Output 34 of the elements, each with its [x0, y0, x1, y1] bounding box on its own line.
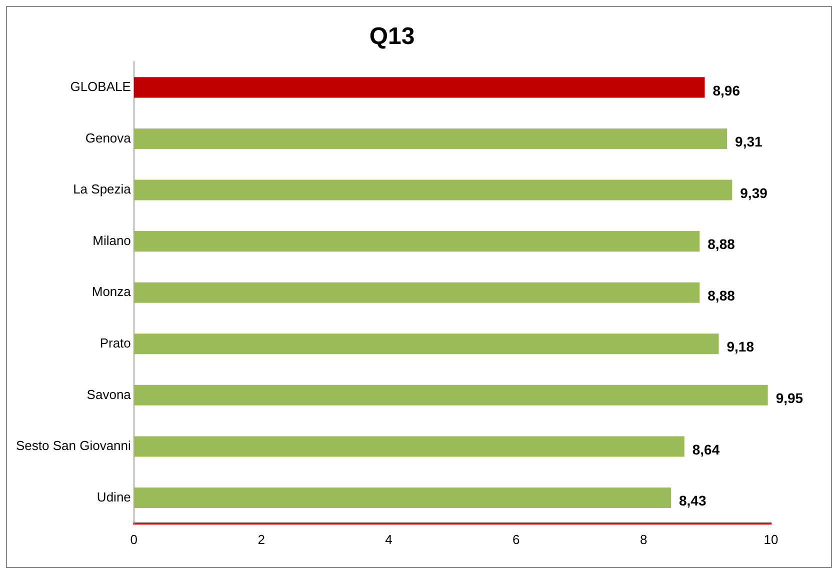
bar [134, 282, 700, 303]
bar [134, 334, 719, 354]
data-label: 8,64 [692, 441, 720, 458]
data-label: 9,31 [735, 134, 762, 150]
data-label: 8,88 [708, 236, 736, 252]
data-label: 9,95 [776, 390, 804, 406]
y-tick-label: Savona [86, 386, 132, 402]
x-tick-label: 2 [258, 532, 265, 547]
bar [134, 180, 732, 200]
x-tick-label: 8 [640, 532, 648, 547]
bar [134, 128, 728, 149]
bar [134, 436, 684, 457]
bar [134, 384, 768, 406]
chart-title: Q13 [369, 23, 415, 50]
y-tick-label: Milano [92, 232, 131, 248]
x-tick-label: 10 [764, 532, 778, 547]
x-tick-label: 4 [385, 532, 392, 547]
data-label: 9,18 [726, 338, 754, 355]
y-tick-label: GLOBALE [70, 79, 132, 94]
y-tick-label: Prato [100, 335, 131, 350]
data-label: 8,43 [678, 492, 706, 509]
y-tick-label: Sesto San Giovanni [16, 438, 132, 454]
data-label: 8,96 [712, 82, 740, 98]
data-label: 9,39 [740, 184, 768, 201]
y-tick-label: Udine [96, 489, 131, 504]
data-label: 8,88 [708, 287, 736, 304]
x-tick-label: 6 [512, 532, 520, 547]
y-tick-label: Monza [92, 284, 132, 300]
bar [134, 231, 700, 252]
y-tick-label: Genova [85, 130, 132, 146]
y-tick-label: La Spezia [73, 182, 132, 197]
bar [134, 77, 705, 98]
bar [134, 488, 671, 508]
x-tick-label: 0 [130, 532, 138, 547]
